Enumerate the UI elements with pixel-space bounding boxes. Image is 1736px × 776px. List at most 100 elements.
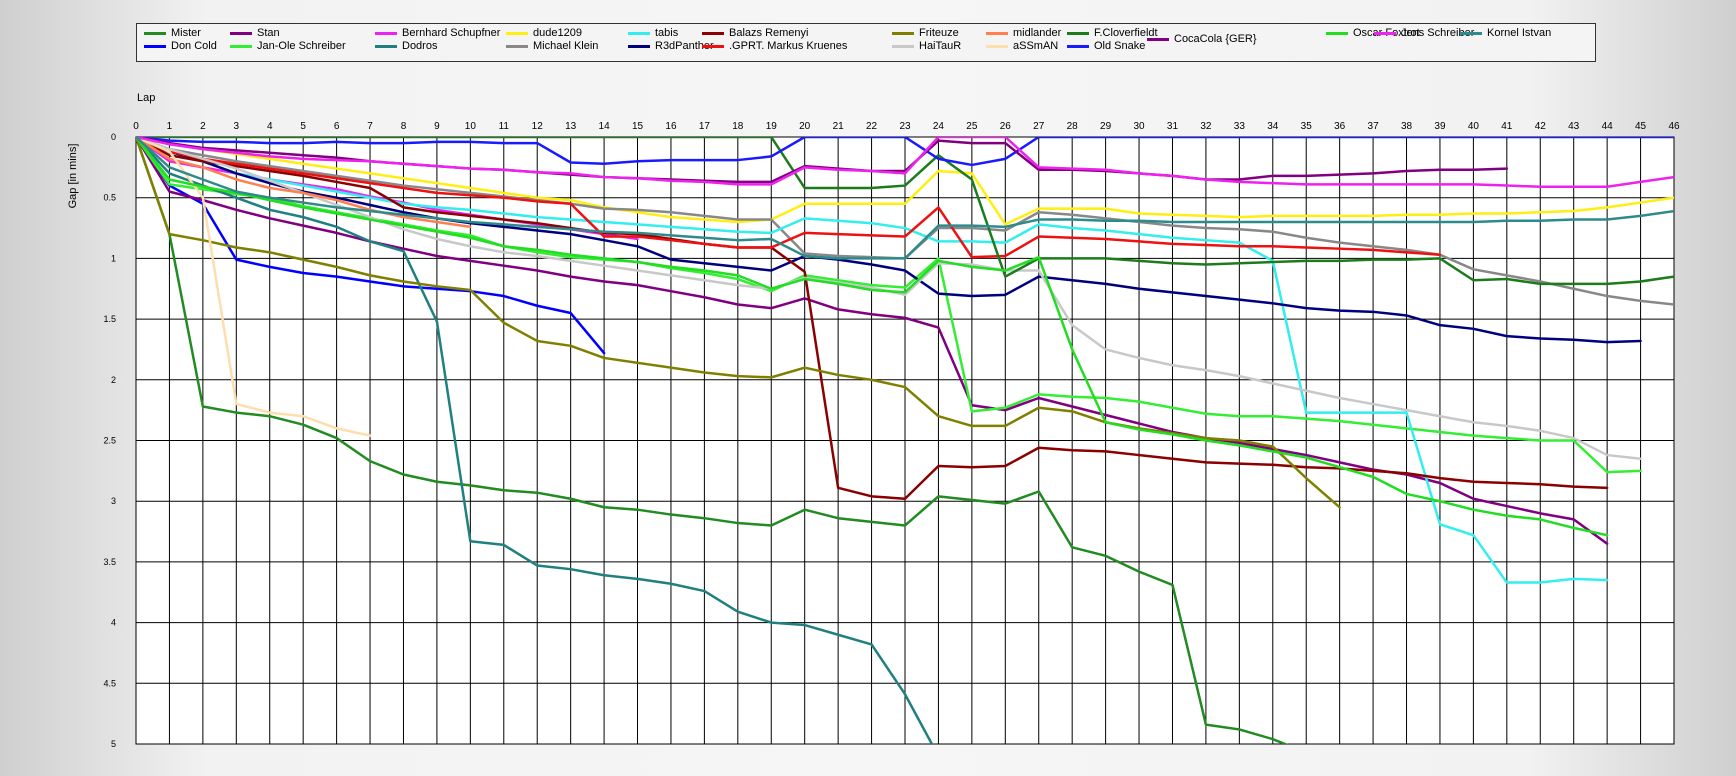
legend-label: Jan-Ole Schreiber [257,40,346,53]
series-line-1 [136,137,606,355]
series-line-9 [136,137,1642,344]
y-tick-label: 4 [111,618,116,628]
legend-swatch [628,31,650,35]
x-tick-label: 27 [1033,121,1045,132]
legend-item: Old Snake [1067,40,1145,53]
x-tick-label: 25 [966,121,978,132]
legend-swatch [1460,31,1482,35]
series-line-10 [136,137,1609,501]
x-tick-label: 0 [133,121,139,132]
legend-label: R3dPanther [655,40,714,53]
legend-label: Dodros [402,40,438,53]
legend-swatch [1067,44,1089,48]
x-tick-label: 17 [699,121,711,132]
legend-item: Mister [144,27,201,40]
x-tick-label: 9 [434,121,440,132]
y-tick-label: 3 [111,496,116,506]
legend-swatch [702,44,724,48]
legend-label: Bernhard Schupfner [402,27,501,40]
legend-label: Friteuze [919,27,959,40]
x-tick-label: 14 [599,121,611,132]
legend-swatch [375,44,397,48]
legend-item: tabis [628,27,678,40]
x-tick-label: 44 [1602,121,1614,132]
x-tick-label: 12 [532,121,544,132]
x-tick-label: 34 [1267,121,1279,132]
legend-label: F.Cloverfieldt [1094,27,1158,40]
x-tick-label: 26 [1000,121,1012,132]
x-tick-label: 8 [401,121,407,132]
x-tick-label: 11 [499,121,510,132]
x-tick-label: 10 [465,121,477,132]
series-line-5 [136,137,934,744]
series-line-0 [136,137,1289,744]
series-line-21 [136,137,1674,260]
series-line-19 [136,137,1609,537]
legend-swatch [1326,31,1348,35]
legend-swatch [144,31,166,35]
y-axis-label: Gap [in mins] [67,143,79,209]
x-tick-label: 22 [866,121,878,132]
legend-item: Jan-Ole Schreiber [230,40,346,53]
x-tick-label: 33 [1234,121,1246,132]
legend-item: HaiTauR [892,40,961,53]
x-tick-label: 4 [267,121,273,132]
legend-item: CocaCola {GER} [1147,33,1257,46]
x-tick-label: 37 [1368,121,1380,132]
legend-swatch [375,31,397,35]
legend-item: Jens Schreiber [1374,27,1474,40]
x-tick-label: 36 [1334,121,1346,132]
series-line-17 [136,137,1674,167]
legend-item: midlander [986,27,1061,40]
y-tick-label: 2 [111,375,116,385]
legend-item: Bernhard Schupfner [375,27,500,40]
x-tick-label: 28 [1067,121,1079,132]
x-tick-label: 7 [367,121,373,132]
legend-swatch [986,44,1008,48]
series-line-11 [136,137,1442,259]
x-tick-label: 19 [766,121,778,132]
series-line-15 [136,137,372,437]
legend-label: CocaCola {GER} [1174,33,1257,46]
x-tick-label: 29 [1100,121,1112,132]
legend-label: Stan [257,27,280,40]
x-tick-label: 38 [1401,121,1413,132]
y-tick-label: 0.5 [103,193,116,203]
x-tick-label: 1 [167,121,173,132]
x-tick-label: 43 [1568,121,1580,132]
y-tick-label: 4.5 [103,678,116,688]
x-tick-label: 31 [1167,121,1179,132]
legend-label: HaiTauR [919,40,962,53]
legend-label: .GPRT. Markus Kruenes [729,40,848,53]
x-tick-label: 3 [234,121,240,132]
legend-item: Kornel Istvan [1460,27,1551,40]
x-tick-label: 13 [565,121,577,132]
series-line-6 [136,137,1674,226]
y-tick-label: 2.5 [103,436,116,446]
legend-label: midlander [1013,27,1062,40]
legend-swatch [1147,37,1169,41]
legend-swatch [144,44,166,48]
legend-item: Stan [230,27,280,40]
y-tick-label: 0 [111,132,116,142]
x-tick-label: 16 [665,121,677,132]
legend-item: Balazs Remenyi [702,27,808,40]
chart-legend: Mister Don Cold Stan Jan-Ole Schreiber Bernh… [136,23,1596,62]
legend-swatch [702,31,724,35]
x-tick-label: 21 [833,121,845,132]
series-line-14 [136,137,472,229]
legend-item: Friteuze [892,27,959,40]
legend-item: aSSmAN [986,40,1058,53]
legend-label: Old Snake [1094,40,1146,53]
x-tick-label: 24 [933,121,945,132]
legend-label: Kornel Istvan [1487,27,1552,40]
legend-label: Balazs Remenyi [729,27,809,40]
legend-item: R3dPanther [628,40,714,53]
x-tick-label: 2 [200,121,206,132]
legend-swatch [892,31,914,35]
x-tick-label: 39 [1434,121,1446,132]
x-tick-label: 23 [899,121,911,132]
legend-swatch [1067,31,1089,35]
chart-grid [135,136,1675,745]
